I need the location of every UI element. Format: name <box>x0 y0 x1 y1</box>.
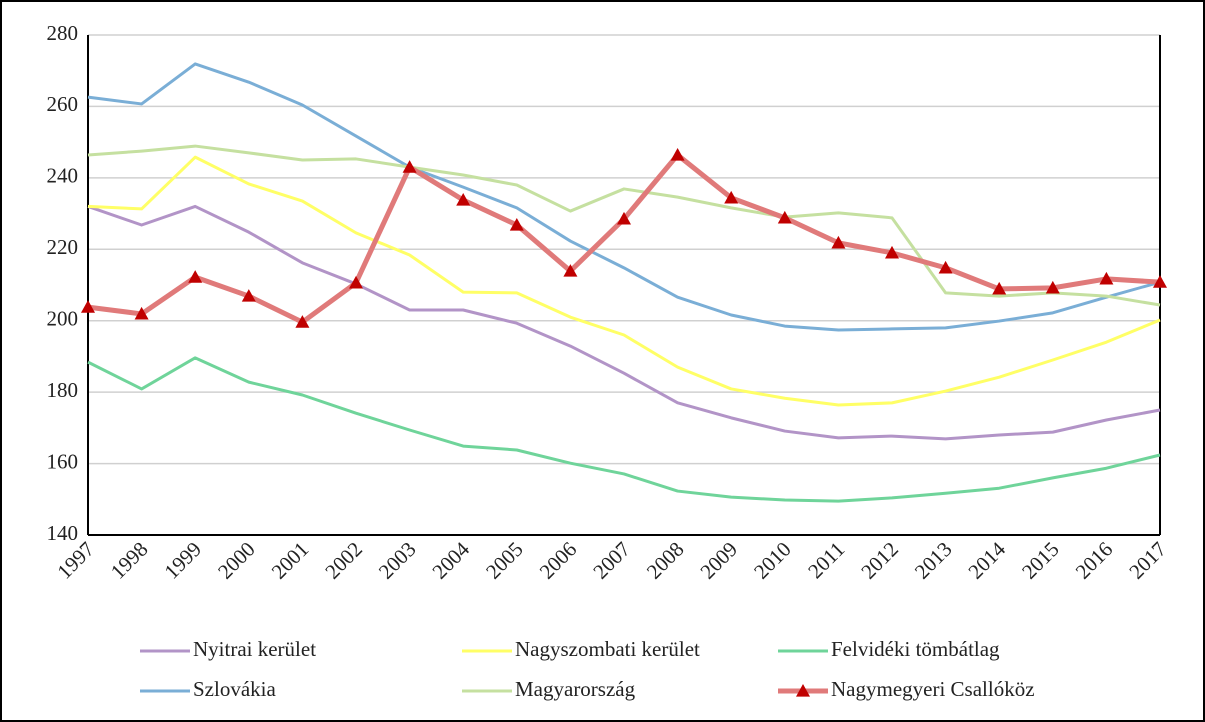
y-tick-label: 220 <box>47 235 79 259</box>
point-marker <box>831 235 846 249</box>
legend-label: Nagymegyeri Csallóköz <box>831 677 1035 701</box>
legend-marker <box>796 684 810 697</box>
point-marker <box>509 218 524 231</box>
point-marker <box>241 289 256 302</box>
y-tick-label: 180 <box>47 378 79 402</box>
point-marker <box>1099 271 1114 285</box>
y-tick-label: 200 <box>47 307 79 331</box>
point-marker <box>724 190 739 204</box>
point-marker <box>992 281 1007 295</box>
point-marker <box>349 275 363 289</box>
point-marker <box>295 315 310 328</box>
y-tick-label: 240 <box>47 164 79 188</box>
y-tick-label: 140 <box>47 521 79 545</box>
point-marker <box>81 300 95 313</box>
legend-label: Szlovákia <box>193 677 276 701</box>
point-marker <box>938 260 953 274</box>
point-marker <box>1153 275 1167 288</box>
point-marker <box>134 306 149 320</box>
point-marker <box>617 211 631 225</box>
point-marker <box>402 160 417 173</box>
point-marker <box>885 245 899 259</box>
point-marker <box>563 264 578 277</box>
series-line <box>87 62 1161 332</box>
legend-label: Magyarország <box>515 677 636 701</box>
series-line <box>87 144 1161 307</box>
legend-label: Nyitrai kerület <box>193 637 316 661</box>
point-marker <box>188 270 203 283</box>
series-line <box>87 155 1161 407</box>
point-marker <box>1045 280 1060 294</box>
y-tick-label: 160 <box>47 449 79 473</box>
point-marker <box>670 148 685 161</box>
y-tick-label: 260 <box>47 92 79 116</box>
series-line <box>87 204 1161 441</box>
series-line <box>87 356 1161 503</box>
y-tick-label: 280 <box>47 21 79 45</box>
point-marker <box>777 210 792 224</box>
point-marker <box>456 193 471 206</box>
legend-label: Felvidéki tömbátlag <box>831 637 1000 661</box>
legend-label: Nagyszombati kerület <box>515 637 700 661</box>
